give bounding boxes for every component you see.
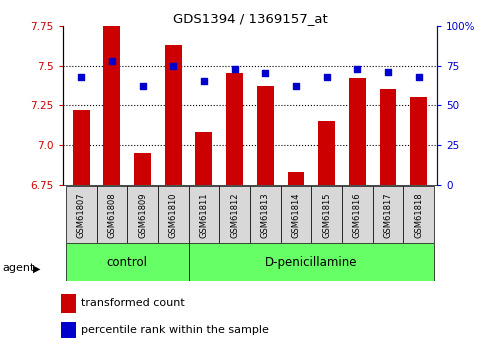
Text: GSM61810: GSM61810: [169, 192, 178, 237]
Bar: [196, 132, 213, 185]
Bar: [158, 186, 188, 243]
Bar: [380, 89, 397, 185]
Bar: [165, 45, 182, 185]
Bar: [127, 186, 158, 243]
Text: GSM61807: GSM61807: [77, 192, 85, 238]
Bar: [61, 322, 76, 338]
Bar: [410, 97, 427, 185]
Point: [231, 66, 239, 71]
Bar: [66, 243, 188, 281]
Text: percentile rank within the sample: percentile rank within the sample: [82, 325, 270, 335]
Bar: [312, 186, 342, 243]
Bar: [281, 186, 312, 243]
Text: GSM61812: GSM61812: [230, 192, 239, 237]
Bar: [61, 294, 76, 313]
Text: GSM61818: GSM61818: [414, 192, 423, 238]
Bar: [342, 186, 373, 243]
Bar: [219, 186, 250, 243]
Text: agent: agent: [2, 264, 35, 273]
Text: D-penicillamine: D-penicillamine: [265, 256, 357, 269]
Point: [292, 83, 300, 89]
Bar: [250, 186, 281, 243]
Bar: [287, 172, 304, 185]
Point: [415, 74, 423, 79]
Point: [384, 69, 392, 75]
Bar: [318, 121, 335, 185]
Bar: [134, 153, 151, 185]
Text: GSM61809: GSM61809: [138, 192, 147, 237]
Point: [261, 71, 269, 76]
Bar: [349, 78, 366, 185]
Text: control: control: [107, 256, 148, 269]
Text: GSM61813: GSM61813: [261, 192, 270, 238]
Bar: [188, 186, 219, 243]
Text: ▶: ▶: [32, 264, 40, 273]
Bar: [97, 186, 127, 243]
Bar: [73, 110, 90, 185]
Text: GSM61811: GSM61811: [199, 192, 209, 237]
Point: [354, 66, 361, 71]
Bar: [66, 186, 97, 243]
Point: [323, 74, 330, 79]
Bar: [403, 186, 434, 243]
Point: [139, 83, 146, 89]
Bar: [373, 186, 403, 243]
Text: GSM61808: GSM61808: [107, 192, 116, 238]
Bar: [103, 26, 120, 185]
Point: [77, 74, 85, 79]
Text: GSM61817: GSM61817: [384, 192, 393, 238]
Bar: [188, 243, 434, 281]
Text: GSM61816: GSM61816: [353, 192, 362, 238]
Text: transformed count: transformed count: [82, 298, 185, 308]
Text: GSM61814: GSM61814: [291, 192, 300, 237]
Title: GDS1394 / 1369157_at: GDS1394 / 1369157_at: [172, 12, 327, 25]
Bar: [257, 86, 274, 185]
Text: GSM61815: GSM61815: [322, 192, 331, 237]
Point: [170, 63, 177, 68]
Bar: [226, 73, 243, 185]
Point: [200, 79, 208, 84]
Point: [108, 58, 116, 63]
